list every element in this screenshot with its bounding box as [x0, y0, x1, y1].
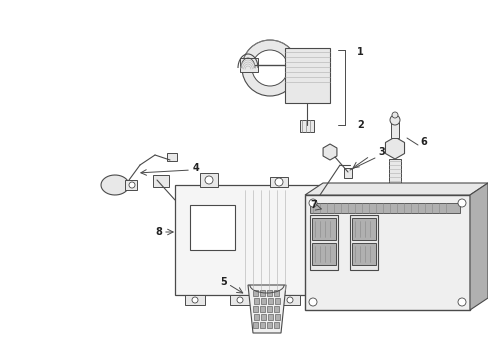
Bar	[327, 203, 337, 215]
Bar	[273, 322, 279, 328]
Bar	[260, 306, 264, 312]
Bar	[184, 295, 204, 305]
Bar	[260, 322, 264, 328]
Bar	[299, 120, 313, 132]
Circle shape	[237, 297, 243, 303]
Bar	[260, 290, 264, 296]
Polygon shape	[469, 183, 487, 310]
Circle shape	[457, 298, 465, 306]
Circle shape	[391, 112, 397, 118]
Polygon shape	[101, 175, 129, 195]
Bar	[252, 290, 258, 296]
Bar	[388, 159, 400, 184]
Bar	[267, 298, 272, 304]
Bar	[309, 215, 337, 270]
Circle shape	[457, 199, 465, 207]
Text: 6: 6	[419, 137, 426, 147]
Text: 4: 4	[193, 163, 199, 173]
Bar	[273, 290, 279, 296]
Bar	[351, 243, 375, 265]
Bar	[175, 185, 319, 295]
Circle shape	[242, 40, 297, 96]
Bar	[125, 180, 137, 190]
Bar	[390, 122, 398, 138]
Bar	[343, 168, 351, 178]
Circle shape	[204, 176, 213, 184]
Text: 5: 5	[220, 277, 226, 287]
Bar	[252, 306, 258, 312]
Bar	[261, 298, 265, 304]
Bar	[229, 295, 249, 305]
Polygon shape	[305, 183, 487, 195]
Circle shape	[274, 178, 283, 186]
Bar	[266, 290, 271, 296]
Bar	[309, 203, 459, 213]
Bar	[349, 215, 377, 270]
Polygon shape	[385, 137, 404, 159]
Bar	[274, 314, 280, 320]
Bar	[190, 205, 235, 250]
Polygon shape	[247, 285, 285, 333]
Circle shape	[192, 297, 198, 303]
Bar	[274, 298, 280, 304]
Bar	[153, 175, 169, 187]
Bar	[252, 322, 258, 328]
Bar	[266, 322, 271, 328]
Circle shape	[308, 298, 316, 306]
Bar	[200, 173, 218, 187]
Text: 8: 8	[155, 227, 162, 237]
Bar	[240, 58, 258, 72]
Bar	[311, 218, 335, 240]
Bar	[253, 314, 259, 320]
Bar	[273, 306, 279, 312]
Bar	[311, 243, 335, 265]
Bar	[261, 314, 265, 320]
Text: 1: 1	[356, 47, 363, 57]
Circle shape	[251, 50, 287, 86]
Bar	[167, 153, 177, 161]
Bar	[280, 295, 299, 305]
Circle shape	[308, 199, 316, 207]
Bar	[266, 306, 271, 312]
Text: 2: 2	[356, 120, 363, 130]
Bar	[267, 314, 272, 320]
Polygon shape	[323, 144, 336, 160]
Text: 3: 3	[377, 147, 384, 157]
Circle shape	[389, 115, 399, 125]
Bar	[325, 200, 349, 235]
Bar	[351, 218, 375, 240]
Circle shape	[286, 297, 292, 303]
Bar	[269, 177, 287, 187]
Circle shape	[129, 182, 135, 188]
Bar	[305, 195, 469, 310]
Bar	[253, 298, 259, 304]
Bar	[285, 48, 329, 103]
Text: 7: 7	[309, 200, 316, 210]
